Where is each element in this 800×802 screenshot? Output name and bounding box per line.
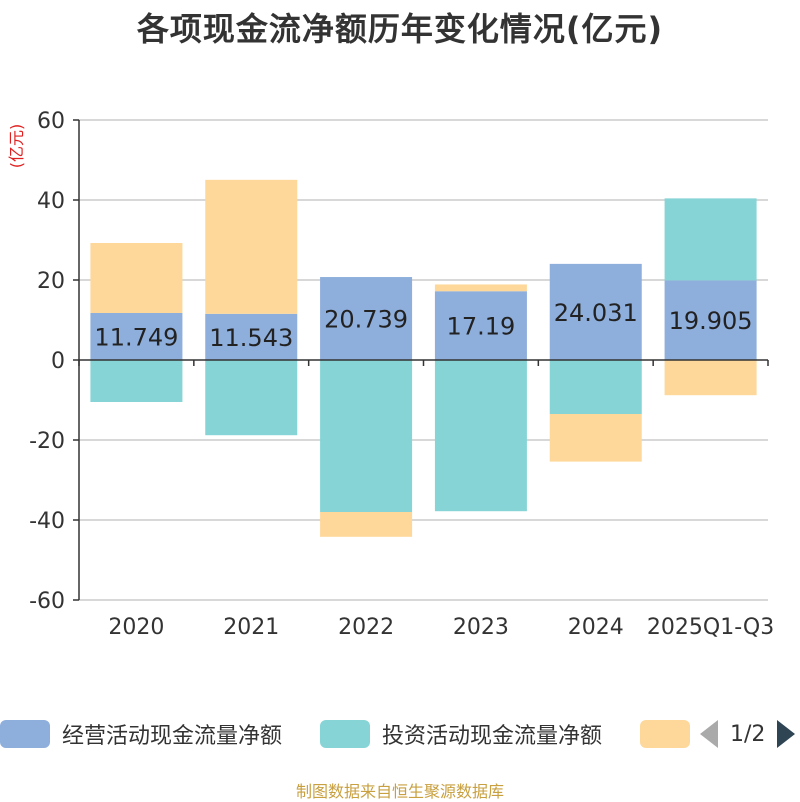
bar-investing [549, 360, 642, 414]
x-tick-label: 2023 [453, 615, 509, 640]
bar-investing [205, 360, 298, 436]
bar-operating [434, 291, 527, 360]
y-tick-label: -60 [29, 589, 65, 614]
chart-title: 各项现金流净额历年变化情况(亿元) [136, 10, 664, 48]
legend-swatch-financing [640, 720, 690, 748]
y-axis-label: (亿元) [7, 124, 26, 169]
legend-swatch-operating [0, 720, 50, 748]
source-note: 制图数据来自恒生聚源数据库 [295, 782, 504, 801]
legend-item-financing[interactable] [640, 716, 690, 752]
y-tick-label: 60 [37, 109, 65, 134]
bar-financing [549, 414, 642, 462]
x-tick-label: 2025Q1-Q3 [647, 615, 774, 640]
pager-next-icon[interactable] [777, 720, 796, 748]
x-tick-label: 2021 [223, 615, 279, 640]
legend-item-investing[interactable]: 投资活动现金流量净额 [320, 716, 602, 752]
bar-investing [90, 360, 183, 402]
bar-value-label: 20.739 [324, 306, 408, 334]
bar-operating [205, 313, 298, 360]
bar-value-label: 17.19 [447, 313, 516, 341]
legend-label-investing: 投资活动现金流量净额 [382, 724, 603, 749]
bar-value-label: 19.905 [669, 307, 753, 335]
bar-value-label: 11.749 [94, 324, 178, 352]
bar-value-label: 11.543 [209, 324, 293, 352]
bar-investing [320, 360, 413, 512]
pager-text: 1/2 [730, 721, 766, 747]
y-tick-label: 40 [37, 189, 65, 214]
y-tick-label: 20 [37, 269, 65, 294]
x-tick-label: 2020 [108, 615, 164, 640]
legend: 经营活动现金流量净额 投资活动现金流量净额 1/2 [0, 716, 800, 752]
bar-operating [549, 263, 642, 360]
bar-operating [664, 280, 757, 360]
stacked-bar-chart: 60 40 20 0 -20 -40 -60 (亿元) 11.749 11.543 20.739 17… [7, 109, 774, 640]
y-tick-label: -40 [29, 509, 65, 534]
bar-value-label: 24.031 [554, 299, 638, 327]
bar-investing [664, 198, 757, 281]
y-tick-label: -20 [29, 429, 65, 454]
legend-pager: 1/2 [700, 716, 796, 752]
bar-investing [434, 360, 527, 512]
legend-label-operating: 经营活动现金流量净额 [62, 724, 283, 749]
bar-financing [320, 512, 413, 537]
legend-item-operating[interactable]: 经营活动现金流量净额 [0, 716, 282, 752]
bar-operating [90, 313, 183, 360]
legend-swatch-investing [320, 720, 370, 748]
bar-financing [205, 179, 298, 314]
y-tick-label: 0 [51, 349, 65, 374]
pager-prev-icon[interactable] [700, 720, 718, 748]
bar-operating [320, 277, 413, 360]
bar-financing [434, 284, 527, 292]
bar-financing [664, 360, 757, 396]
x-tick-label: 2024 [568, 615, 624, 640]
x-tick-label: 2022 [338, 615, 394, 640]
bar-financing [90, 243, 183, 314]
